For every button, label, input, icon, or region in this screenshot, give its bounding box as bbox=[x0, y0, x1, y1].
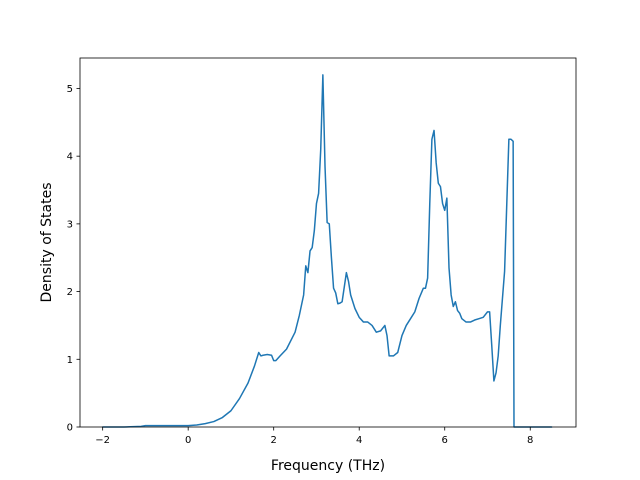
x-tick-label: 6 bbox=[442, 435, 448, 446]
y-axis: 0 1 2 3 4 5 bbox=[67, 84, 80, 434]
y-tick-label: 3 bbox=[67, 219, 73, 230]
y-tick-label: 5 bbox=[67, 84, 73, 95]
x-axis-label: Frequency (THz) bbox=[271, 458, 385, 474]
axes-frame bbox=[79, 57, 577, 428]
y-tick-label: 1 bbox=[67, 355, 73, 366]
y-axis-label: Density of States bbox=[39, 183, 55, 303]
dos-series-line-0 bbox=[101, 74, 553, 428]
x-tick-label: 0 bbox=[185, 435, 191, 446]
y-tick-label: 4 bbox=[67, 152, 73, 163]
x-axis: −2 0 2 4 6 8 bbox=[95, 427, 533, 446]
x-tick-label: −2 bbox=[95, 435, 110, 446]
x-tick-label: 4 bbox=[356, 435, 362, 446]
y-tick-label: 2 bbox=[67, 287, 73, 298]
plot-content bbox=[101, 74, 553, 428]
x-tick-label: 8 bbox=[527, 435, 533, 446]
x-tick-label: 2 bbox=[271, 435, 277, 446]
y-tick-label: 0 bbox=[67, 423, 73, 434]
